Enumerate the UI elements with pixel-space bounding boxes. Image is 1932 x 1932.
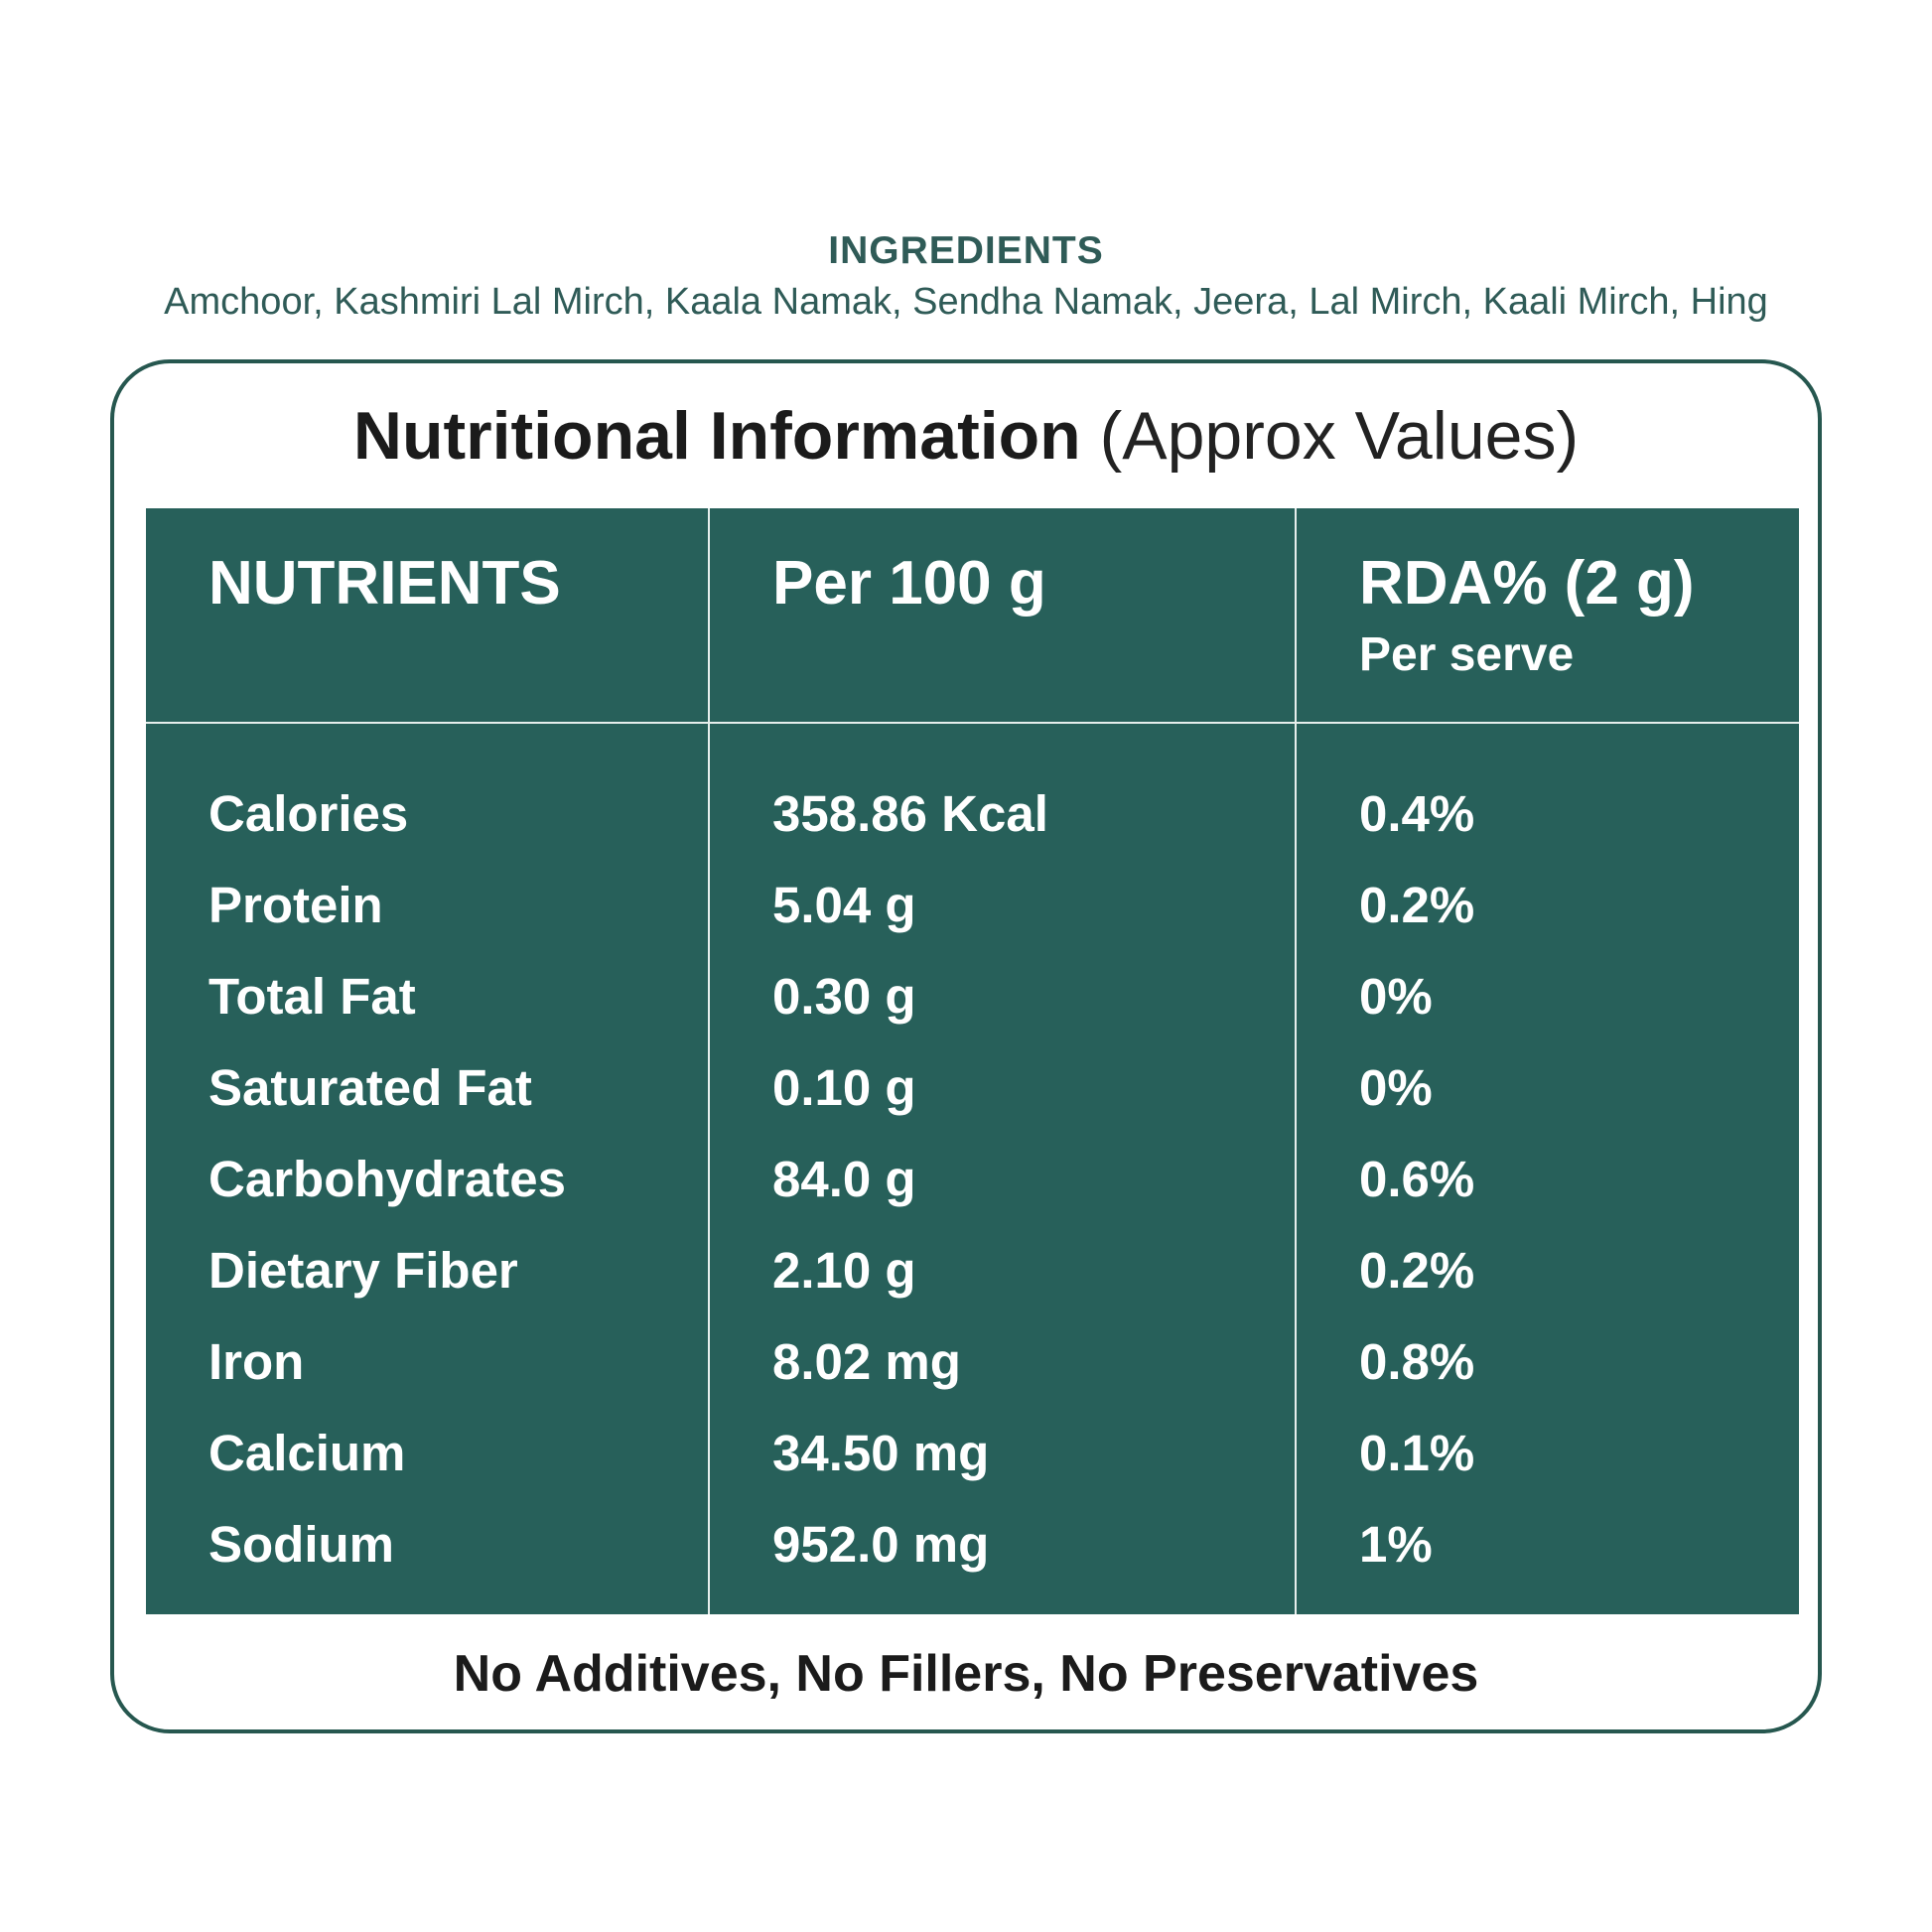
nutrient-rda: 0.2% (1359, 877, 1475, 933)
nutrition-title-main: Nutritional Information (352, 398, 1081, 474)
table-row: Sodium 952.0 mg 1% (146, 1499, 1799, 1590)
header-rda: RDA% (2 g) (1359, 549, 1695, 618)
table-row: Saturated Fat 0.10 g 0% (146, 1042, 1799, 1134)
table-row: Dietary Fiber 2.10 g 0.2% (146, 1225, 1799, 1316)
nutrient-rda: 0.6% (1359, 1151, 1475, 1207)
table-row: Iron 8.02 mg 0.8% (146, 1316, 1799, 1408)
header-divider (146, 722, 1799, 724)
nutrient-per100: 0.10 g (772, 1059, 916, 1116)
header-rda-sub: Per serve (1359, 628, 1575, 681)
nutrient-per100: 84.0 g (772, 1151, 916, 1207)
nutrient-name: Carbohydrates (208, 1151, 566, 1207)
header-per-100g: Per 100 g (772, 549, 1046, 618)
nutrient-per100: 358.86 Kcal (772, 785, 1048, 842)
nutrition-title-sub: (Approx Values) (1099, 398, 1580, 474)
table-row: Total Fat 0.30 g 0% (146, 951, 1799, 1042)
header-nutrients: NUTRIENTS (208, 549, 561, 618)
nutrition-card (110, 359, 1822, 1733)
nutrient-per100: 952.0 mg (772, 1516, 990, 1573)
ingredients-heading: INGREDIENTS (828, 229, 1104, 272)
nutrient-name: Dietary Fiber (208, 1242, 518, 1299)
nutrient-name: Calories (208, 785, 409, 842)
nutrient-rda: 0.8% (1359, 1333, 1475, 1390)
nutrient-per100: 0.30 g (772, 968, 916, 1025)
nutrient-per100: 8.02 mg (772, 1333, 961, 1390)
nutrition-rows: Calories 358.86 Kcal 0.4% Protein 5.04 g… (146, 768, 1799, 1590)
ingredients-list: Amchoor, Kashmiri Lal Mirch, Kaala Namak… (164, 281, 1768, 323)
nutrient-name: Protein (208, 877, 383, 933)
nutrition-title: Nutritional Information (Approx Values) (0, 397, 1932, 475)
nutrient-name: Saturated Fat (208, 1059, 532, 1116)
nutrient-name: Total Fat (208, 968, 416, 1025)
footer-note: No Additives, No Fillers, No Preservativ… (453, 1645, 1479, 1703)
column-divider (708, 508, 710, 1614)
nutrient-rda: 1% (1359, 1516, 1433, 1573)
nutrient-rda: 0% (1359, 1059, 1433, 1116)
table-row: Carbohydrates 84.0 g 0.6% (146, 1134, 1799, 1225)
table-row: Protein 5.04 g 0.2% (146, 860, 1799, 951)
nutrient-name: Sodium (208, 1516, 394, 1573)
nutrient-rda: 0.4% (1359, 785, 1475, 842)
nutrient-name: Calcium (208, 1425, 406, 1481)
nutrient-rda: 0.2% (1359, 1242, 1475, 1299)
column-divider (1295, 508, 1297, 1614)
nutrient-per100: 34.50 mg (772, 1425, 990, 1481)
table-row: Calcium 34.50 mg 0.1% (146, 1408, 1799, 1499)
nutrient-per100: 2.10 g (772, 1242, 916, 1299)
nutrient-rda: 0.1% (1359, 1425, 1475, 1481)
table-row: Calories 358.86 Kcal 0.4% (146, 768, 1799, 860)
nutrient-name: Iron (208, 1333, 305, 1390)
nutrient-per100: 5.04 g (772, 877, 916, 933)
nutrition-table: NUTRIENTS Per 100 g RDA% (2 g) Per serve… (146, 508, 1799, 1614)
nutrient-rda: 0% (1359, 968, 1433, 1025)
